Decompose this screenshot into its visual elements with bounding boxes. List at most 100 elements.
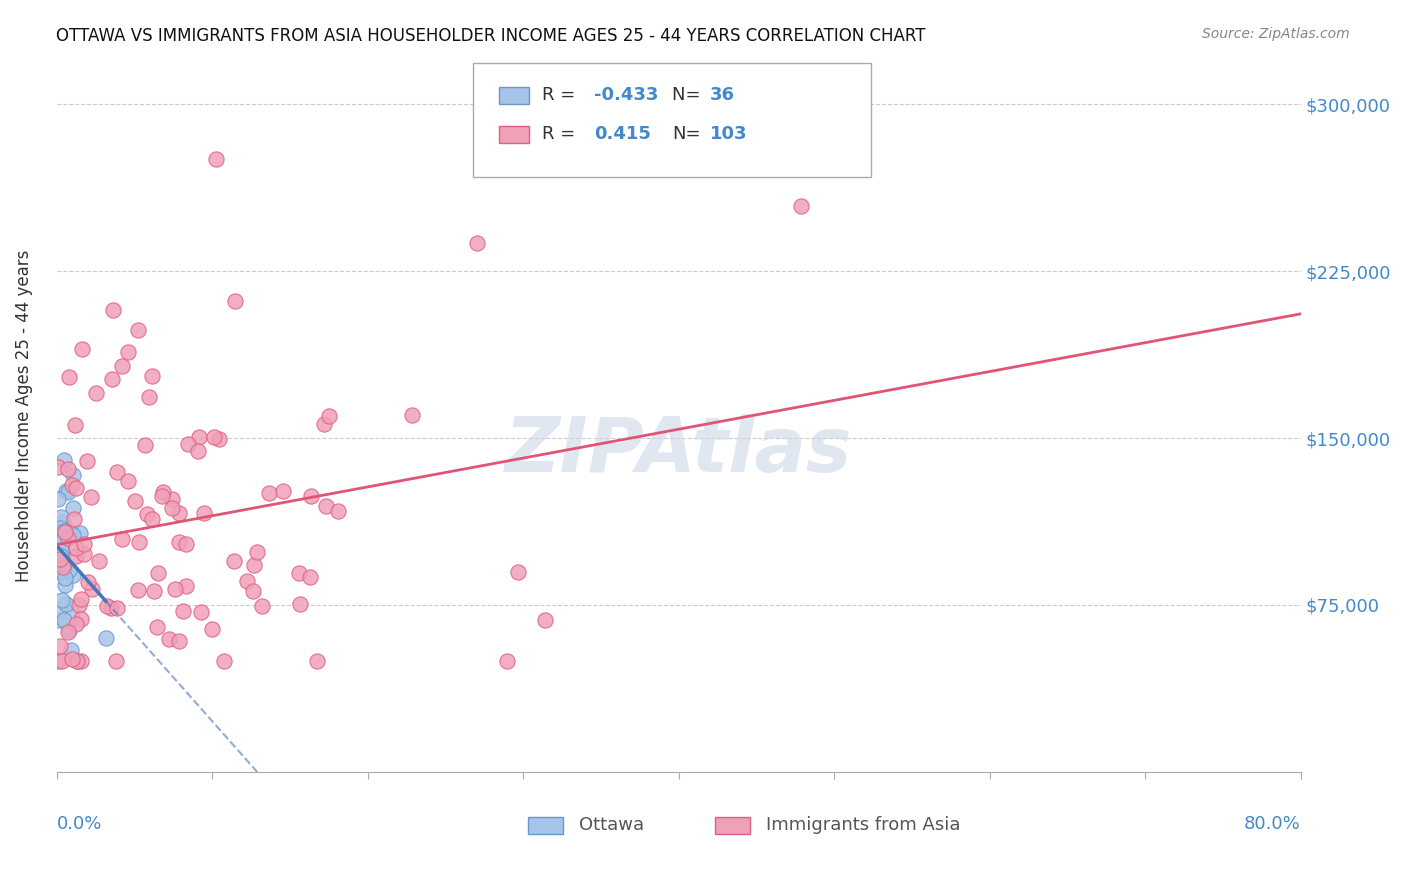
Text: 0.415: 0.415 [593,126,651,144]
Immigrants from Asia [66,654,89,668]
Immigrants from Asia [160,492,183,507]
Ottawa [48,601,70,615]
Ottawa [58,485,80,500]
Immigrants from Asia [127,582,149,597]
Immigrants from Asia [174,578,197,592]
Immigrants from Asia [58,369,80,384]
Immigrants from Asia [315,499,337,513]
Immigrants from Asia [100,600,122,615]
Immigrants from Asia [287,566,309,580]
Ottawa [51,549,73,563]
Ottawa [49,543,72,558]
Immigrants from Asia [243,558,266,573]
Immigrants from Asia [136,507,159,521]
Immigrants from Asia [146,566,169,580]
Immigrants from Asia [53,524,76,539]
Immigrants from Asia [214,654,236,668]
Immigrants from Asia [193,506,215,520]
Immigrants from Asia [318,409,340,424]
FancyBboxPatch shape [499,126,529,143]
Ottawa [62,606,84,620]
Immigrants from Asia [169,506,191,520]
Immigrants from Asia [205,152,228,166]
Immigrants from Asia [70,654,93,668]
Ottawa [51,542,73,557]
Ottawa [94,632,117,646]
Immigrants from Asia [87,554,110,568]
Ottawa [60,524,83,539]
Text: -0.433: -0.433 [593,87,658,104]
Immigrants from Asia [48,551,70,566]
Immigrants from Asia [56,625,79,640]
Ottawa [51,510,73,524]
Y-axis label: Householder Income Ages 25 - 44 years: Householder Income Ages 25 - 44 years [15,250,32,582]
Ottawa [55,483,77,498]
Immigrants from Asia [224,293,246,308]
FancyBboxPatch shape [499,87,529,103]
Immigrants from Asia [70,591,93,606]
Immigrants from Asia [177,437,200,451]
Text: R =: R = [541,87,581,104]
Ottawa [62,500,84,515]
Immigrants from Asia [80,490,103,504]
Ottawa [52,524,75,538]
Ottawa [62,527,84,541]
Immigrants from Asia [146,620,169,634]
Ottawa [49,556,72,570]
Immigrants from Asia [288,597,311,611]
Immigrants from Asia [142,583,165,598]
Ottawa [58,563,80,577]
Immigrants from Asia [506,565,529,579]
Immigrants from Asia [208,432,231,446]
Immigrants from Asia [172,605,194,619]
Immigrants from Asia [46,460,69,475]
Text: OTTAWA VS IMMIGRANTS FROM ASIA HOUSEHOLDER INCOME AGES 25 - 44 YEARS CORRELATION: OTTAWA VS IMMIGRANTS FROM ASIA HOUSEHOLD… [56,27,925,45]
FancyBboxPatch shape [529,817,564,834]
Immigrants from Asia [187,444,209,458]
Immigrants from Asia [141,512,163,526]
Immigrants from Asia [157,632,180,646]
FancyBboxPatch shape [714,817,749,834]
Ottawa [69,526,91,541]
Immigrants from Asia [60,652,83,666]
FancyBboxPatch shape [474,63,872,178]
Ottawa [55,597,77,611]
Text: 103: 103 [710,126,747,144]
Immigrants from Asia [167,534,190,549]
Immigrants from Asia [299,570,322,584]
Immigrants from Asia [103,302,125,317]
Immigrants from Asia [65,541,87,556]
Text: N=: N= [672,126,702,144]
Immigrants from Asia [222,554,245,568]
Ottawa [46,491,69,506]
Ottawa [52,613,75,627]
Immigrants from Asia [138,390,160,404]
Ottawa [52,533,75,548]
Immigrants from Asia [169,634,191,648]
Immigrants from Asia [52,559,75,574]
Immigrants from Asia [202,429,225,443]
Immigrants from Asia [82,582,104,596]
Immigrants from Asia [299,489,322,503]
Immigrants from Asia [328,504,350,518]
Immigrants from Asia [72,342,94,356]
Immigrants from Asia [252,599,274,614]
Ottawa [62,568,84,582]
Immigrants from Asia [150,489,173,503]
Immigrants from Asia [246,545,269,559]
Immigrants from Asia [190,605,212,619]
Immigrants from Asia [65,617,87,632]
Immigrants from Asia [176,537,198,551]
Ottawa [52,547,75,561]
Immigrants from Asia [201,622,224,636]
Immigrants from Asia [128,534,150,549]
Immigrants from Asia [312,417,335,432]
Immigrants from Asia [259,486,281,500]
Ottawa [53,571,76,585]
Immigrants from Asia [117,474,139,488]
Immigrants from Asia [236,574,259,588]
Immigrants from Asia [105,654,128,668]
Text: Source: ZipAtlas.com: Source: ZipAtlas.com [1202,27,1350,41]
Immigrants from Asia [60,477,83,491]
Immigrants from Asia [111,532,134,546]
